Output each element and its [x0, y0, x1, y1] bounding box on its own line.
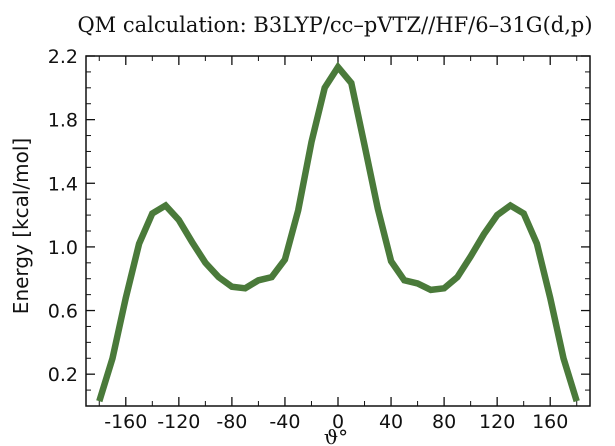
y-tick-label: 0.6 [48, 301, 78, 323]
x-tick-label: -120 [157, 411, 200, 433]
x-tick-label: 80 [432, 411, 456, 433]
axes: -160 -120 -80 -40 0 40 80 120 160 0.2 0.6 1.0 1.4 1.8… [48, 46, 591, 433]
y-tick-label: 1.4 [48, 173, 78, 195]
y-tick-label: 1.0 [48, 237, 78, 259]
chart-title: QM calculation: B3LYP/cc–pVTZ//HF/6–31G(… [77, 13, 592, 37]
x-tick-label: -160 [104, 411, 147, 433]
y-tick-label: 2.2 [48, 46, 78, 68]
series-layer [96, 61, 580, 403]
y-axis-label: Energy [kcal/mol] [9, 138, 33, 314]
y-tick-label: 0.2 [48, 364, 78, 386]
x-tick-label: 160 [532, 411, 568, 433]
plot-frame [85, 55, 591, 407]
x-tick-label: 0 [332, 411, 344, 433]
x-tick-label: 120 [479, 411, 515, 433]
x-axis-label: ϑ° [324, 425, 348, 446]
x-tick-label: 40 [379, 411, 403, 433]
x-tick-label: -40 [269, 411, 300, 433]
y-tick-label: 1.8 [48, 110, 78, 132]
energy-series-line [96, 61, 580, 403]
x-tick-label: -80 [216, 411, 247, 433]
